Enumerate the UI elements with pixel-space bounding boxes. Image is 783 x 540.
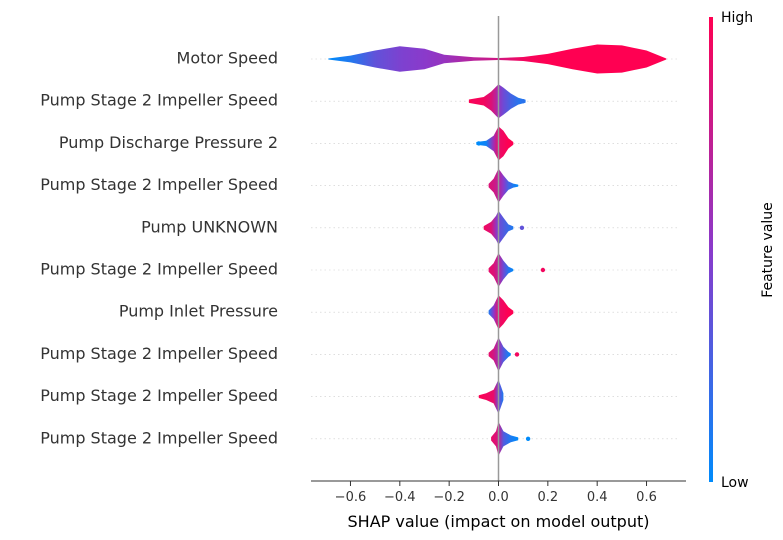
violin-shape bbox=[491, 421, 519, 456]
x-axis-ticks: −0.6 −0.4 −0.2 0.0 0.2 0.4 0.6 bbox=[335, 481, 657, 505]
row-guides bbox=[311, 58, 680, 440]
feature-label: Pump Stage 2 Impeller Speed bbox=[40, 428, 278, 447]
x-tick-label: −0.2 bbox=[433, 490, 465, 505]
feature-label: Pump Stage 2 Impeller Speed bbox=[40, 344, 278, 363]
feature-label: Pump Stage 2 Impeller Speed bbox=[40, 91, 278, 110]
feature-label: Pump UNKNOWN bbox=[141, 217, 278, 236]
feature-label: Pump Inlet Pressure bbox=[119, 302, 278, 321]
violin-shape bbox=[488, 295, 514, 330]
violin-layer bbox=[328, 44, 667, 456]
violin-shape bbox=[478, 379, 504, 414]
outlier-point bbox=[540, 267, 546, 273]
colorbar-low-label: Low bbox=[721, 475, 749, 491]
feature-labels: Motor Speed Pump Stage 2 Impeller Speed Pu… bbox=[40, 49, 278, 448]
feature-label: Pump Discharge Pressure 2 bbox=[59, 133, 278, 152]
colorbar bbox=[709, 17, 713, 482]
outlier-point bbox=[519, 225, 525, 230]
outlier-point bbox=[514, 352, 520, 357]
violin-shape bbox=[328, 44, 667, 74]
colorbar-high-label: High bbox=[721, 10, 753, 26]
outlier-point bbox=[471, 99, 477, 104]
x-tick-label: 0.4 bbox=[587, 490, 608, 505]
violin-shape bbox=[468, 84, 526, 119]
feature-label: Motor Speed bbox=[177, 49, 278, 68]
outlier-point bbox=[525, 436, 531, 441]
colorbar-title: Feature value bbox=[760, 202, 776, 298]
violin-shape bbox=[488, 168, 519, 203]
x-tick-label: 0.0 bbox=[488, 490, 509, 505]
x-tick-label: 0.2 bbox=[537, 490, 558, 505]
violin-shape bbox=[488, 337, 511, 372]
violin-shape bbox=[488, 253, 514, 287]
x-tick-label: −0.6 bbox=[335, 490, 367, 505]
x-tick-label: −0.4 bbox=[384, 490, 416, 505]
outlier-point bbox=[520, 99, 526, 104]
feature-label: Pump Stage 2 Impeller Speed bbox=[40, 386, 278, 405]
x-tick-label: 0.6 bbox=[636, 490, 657, 505]
violin-shape bbox=[476, 126, 514, 161]
feature-label: Pump Stage 2 Impeller Speed bbox=[40, 175, 278, 194]
x-axis-title: SHAP value (impact on model output) bbox=[348, 512, 650, 531]
outlier-point bbox=[476, 141, 481, 146]
feature-label: Pump Stage 2 Impeller Speed bbox=[40, 260, 278, 279]
